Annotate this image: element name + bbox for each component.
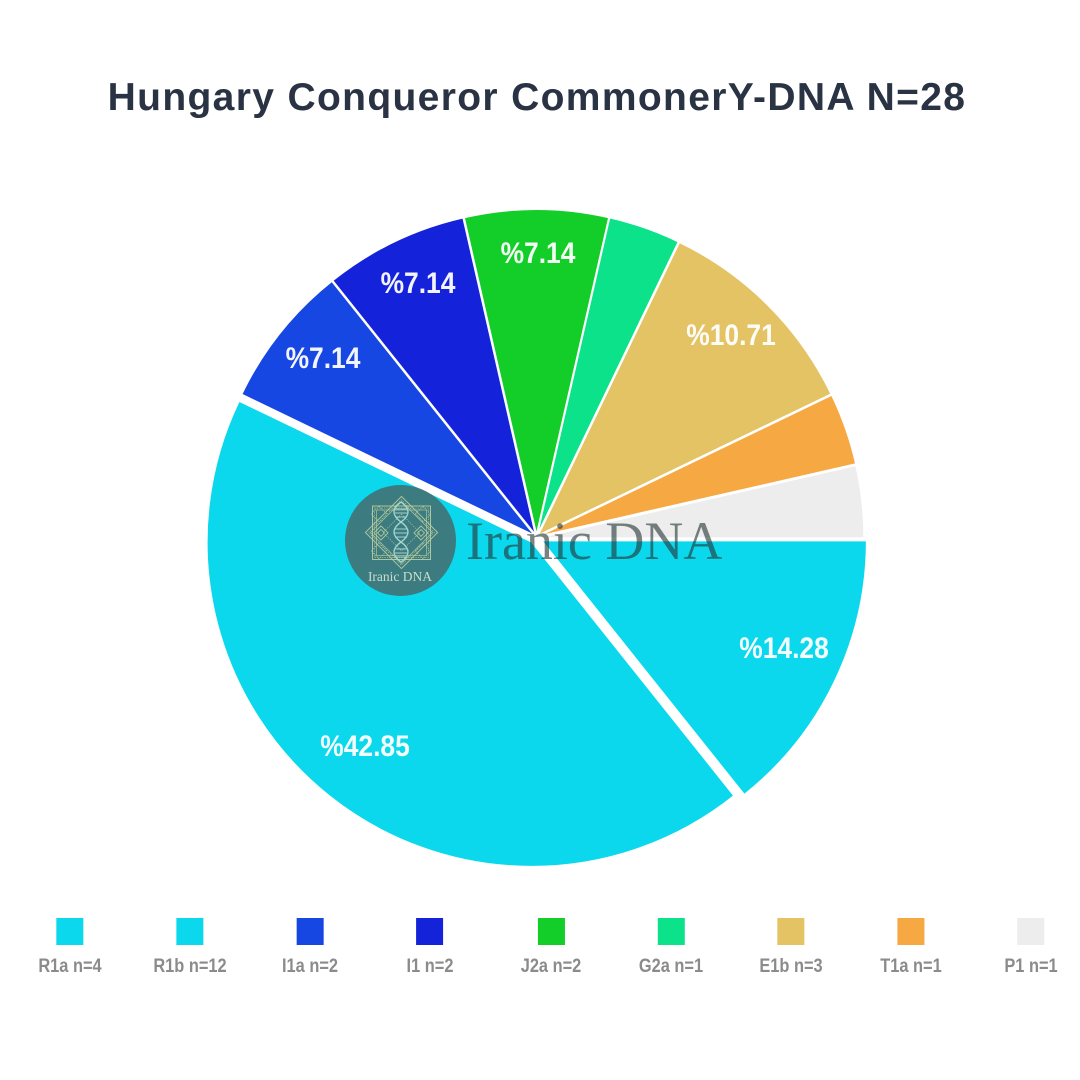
svg-text:Iranic DNA: Iranic DNA xyxy=(368,569,432,584)
svg-text:Iranic DNA: Iranic DNA xyxy=(466,511,722,571)
